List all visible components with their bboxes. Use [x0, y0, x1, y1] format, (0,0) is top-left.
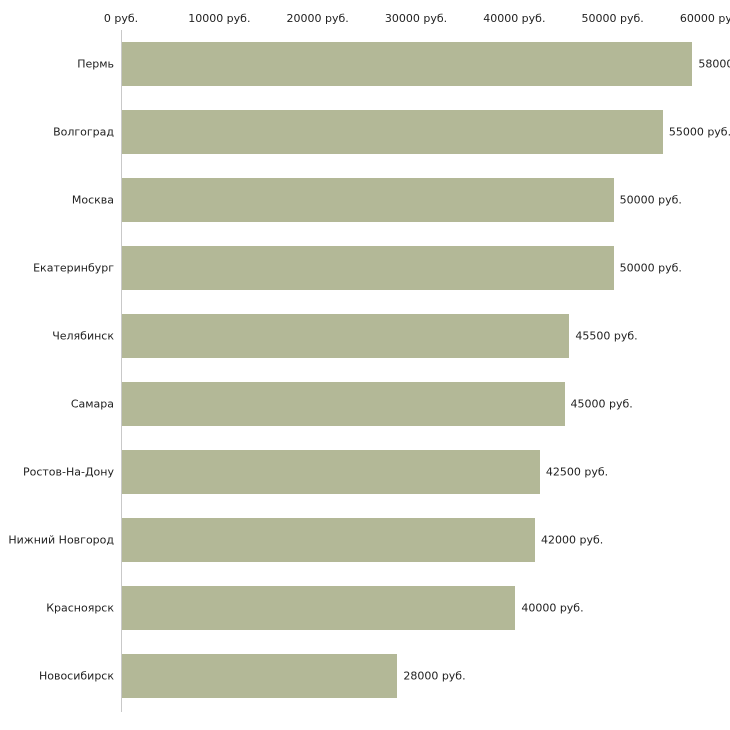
bar: [122, 654, 398, 698]
bar: [122, 110, 663, 154]
bar-row: Екатеринбург 50000 руб.: [0, 234, 730, 302]
value-label: 45000 руб.: [570, 397, 633, 411]
x-tick-label: 30000 руб.: [384, 12, 448, 25]
value-label: 45500 руб.: [575, 329, 638, 343]
bar: [122, 314, 570, 358]
bar: [122, 518, 535, 562]
bar: [122, 382, 565, 426]
bar-row: Новосибирск 28000 руб.: [0, 642, 730, 710]
bar-row: Самара 45000 руб.: [0, 370, 730, 438]
bar-row: Ростов-На-Дону 42500 руб.: [0, 438, 730, 506]
bar: [122, 586, 516, 630]
plot-area: Пермь 58000 р Волгоград 55000 руб. Москва 500…: [0, 30, 730, 712]
bar-row: Волгоград 55000 руб.: [0, 98, 730, 166]
value-label: 42000 руб.: [541, 533, 604, 547]
category-label: Ростов-На-Дону: [22, 465, 114, 479]
bar-row: Москва 50000 руб.: [0, 166, 730, 234]
category-label: Екатеринбург: [33, 261, 114, 275]
category-label: Челябинск: [52, 329, 114, 343]
value-label: 50000 руб.: [619, 261, 682, 275]
category-label: Пермь: [77, 57, 114, 71]
category-label: Красноярск: [46, 601, 114, 615]
y-axis-line: [121, 30, 122, 712]
value-label: 58000 р: [698, 57, 730, 71]
bar-row: Пермь 58000 р: [0, 30, 730, 98]
x-tick-label: 60000 руб.: [679, 12, 730, 25]
bar-row: Нижний Новгород 42000 руб.: [0, 506, 730, 574]
x-tick-label: 40000 руб.: [483, 12, 546, 25]
bar: [122, 178, 614, 222]
value-label: 40000 руб.: [521, 601, 584, 615]
x-tick-label: 10000 руб.: [188, 12, 251, 25]
value-label: 28000 руб.: [403, 669, 466, 683]
bar-row: Красноярск 40000 руб.: [0, 574, 730, 642]
category-label: Новосибирск: [38, 669, 114, 683]
category-label: Нижний Новгород: [8, 533, 114, 547]
category-label: Волгоград: [53, 125, 114, 139]
bar: [122, 450, 540, 494]
bar: [122, 246, 614, 290]
value-label: 50000 руб.: [619, 193, 682, 207]
x-tick-label: 50000 руб.: [581, 12, 644, 25]
x-tick-label: 20000 руб.: [286, 12, 349, 25]
value-label: 55000 руб.: [668, 125, 730, 139]
category-label: Москва: [71, 193, 114, 207]
category-label: Самара: [70, 397, 114, 411]
bar-row: Челябинск 45500 руб.: [0, 302, 730, 370]
x-tick-label: 0 руб.: [103, 12, 139, 25]
value-label: 42500 руб.: [545, 465, 609, 479]
bar: [122, 42, 693, 86]
